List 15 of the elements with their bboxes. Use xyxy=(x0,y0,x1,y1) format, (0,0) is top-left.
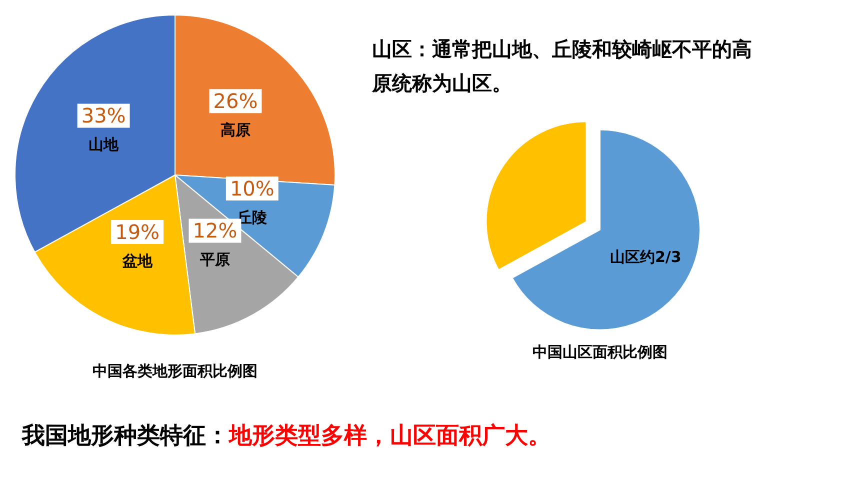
text: 中国山区面积比例图 xyxy=(532,343,668,362)
slice-label: 盆地 xyxy=(121,252,154,270)
data-label: 12% xyxy=(192,218,238,243)
data-label: 33% xyxy=(81,104,126,128)
slice-label: 山地 xyxy=(88,136,120,154)
slice-label: 高原 xyxy=(220,121,251,140)
data-label: 10% xyxy=(230,176,274,201)
text: 我国地形种类特征： xyxy=(22,423,229,449)
slice-label: 平原 xyxy=(198,250,230,269)
text: 中国各类地形面积比例图 xyxy=(92,362,258,381)
slice-label: 山区约2/3 xyxy=(610,248,682,266)
text: 山区：通常把山地、丘陵和较崎岖不平的高原统称为山区。 xyxy=(372,37,752,95)
text: 地形类型多样，山区面积广大。 xyxy=(229,423,551,449)
data-label: 19% xyxy=(115,220,160,244)
data-label: 26% xyxy=(213,89,258,114)
